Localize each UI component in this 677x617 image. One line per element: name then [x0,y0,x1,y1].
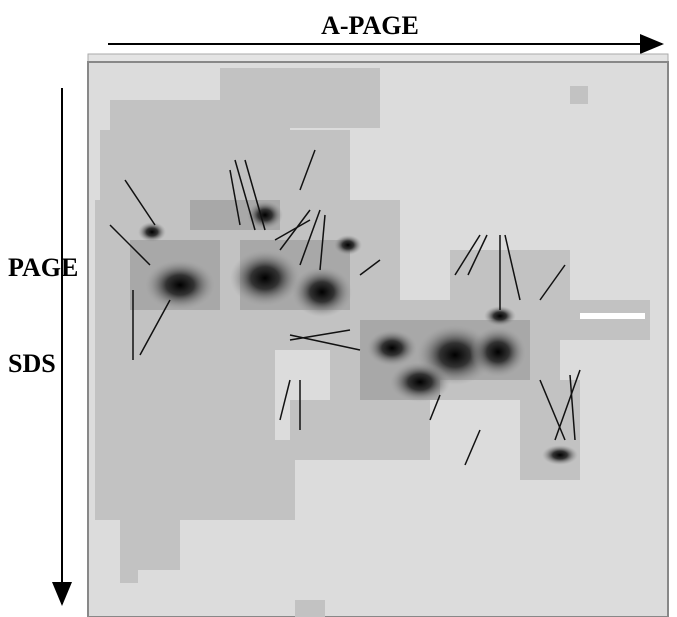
map-panel [88,54,668,617]
top-axis-label: A-PAGE [321,11,419,40]
figure: A-PAGE PAGE SDS [0,0,677,617]
left-axis-label: SDS [8,349,56,378]
left-axis-label: PAGE [8,253,78,282]
